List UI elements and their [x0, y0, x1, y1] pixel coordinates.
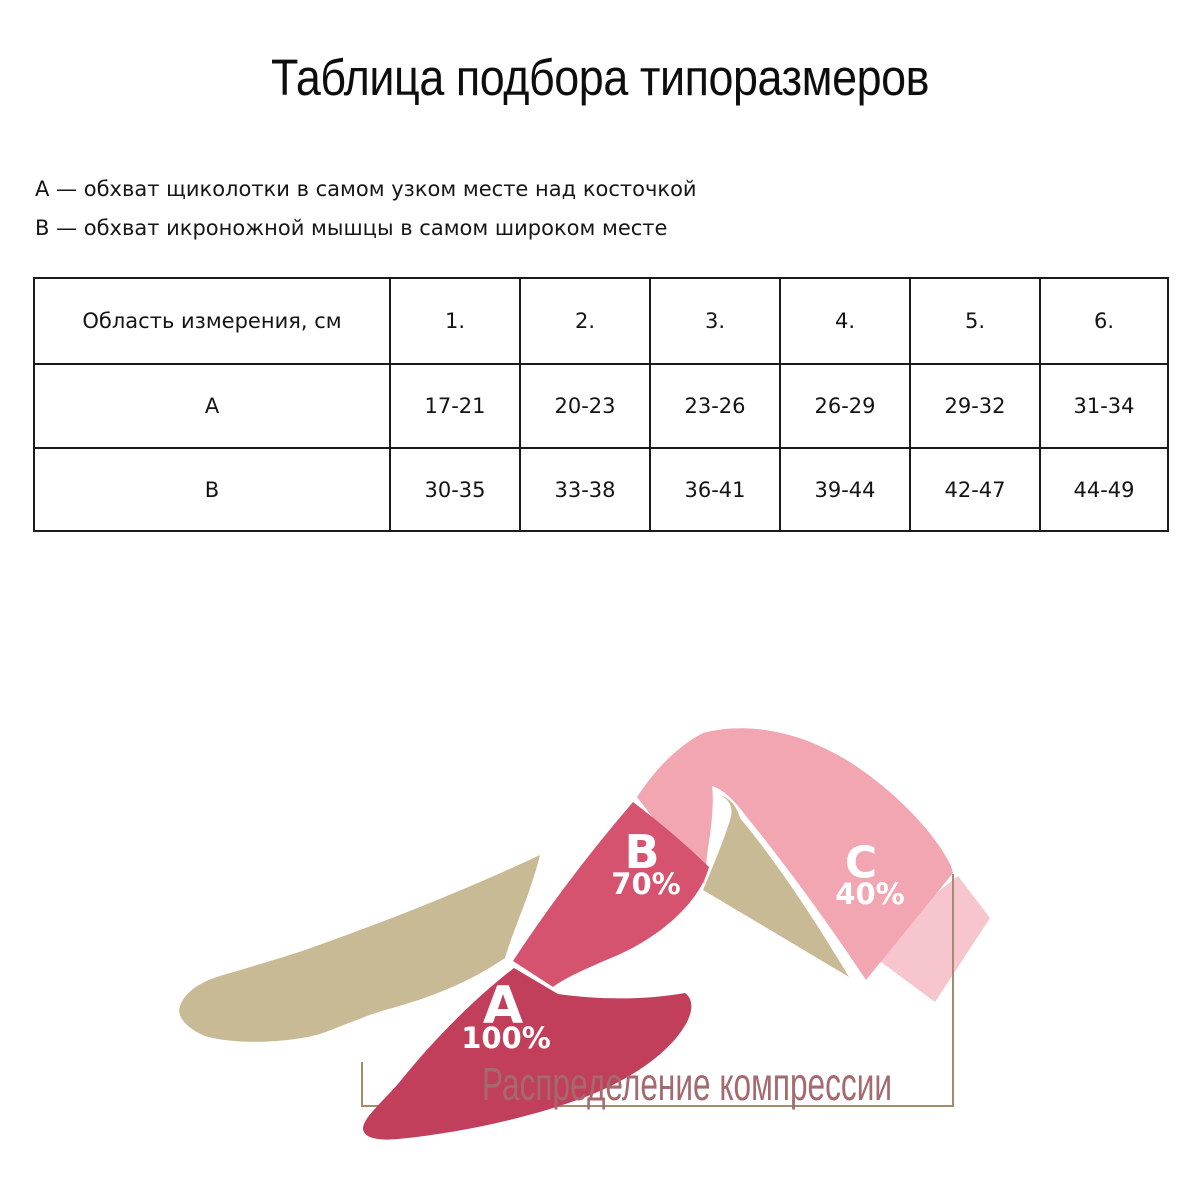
table-header-cell: 1. [389, 277, 521, 365]
zone-a-shape [363, 968, 692, 1140]
table-cell: 44-49 [1039, 447, 1169, 532]
bare-leg-shape [179, 855, 541, 1042]
zone-b-shape [513, 802, 709, 987]
table-cell: 17-21 [389, 363, 521, 449]
table-cell: 31-34 [1039, 363, 1169, 449]
bare-knee-shape [703, 795, 849, 977]
table-cell: 29-32 [909, 363, 1041, 449]
table-cell: 33-38 [519, 447, 651, 532]
table-header-cell: Область измерения, см [33, 277, 391, 365]
row-label: А [33, 363, 391, 449]
table-row: А 17-21 20-23 23-26 26-29 29-32 31-34 [33, 363, 1169, 449]
table-cell: 23-26 [649, 363, 781, 449]
table-header-cell: 2. [519, 277, 651, 365]
table-cell: 42-47 [909, 447, 1041, 532]
table-header-cell: 6. [1039, 277, 1169, 365]
zone-c-percent: 40% [835, 877, 904, 911]
legend: А — обхват щиколотки в самом узком месте… [35, 170, 697, 248]
table-header-cell: 4. [779, 277, 911, 365]
compression-caption: Распределение компрессии [482, 1058, 892, 1110]
table-cell: 30-35 [389, 447, 521, 532]
table-row: В 30-35 33-38 36-41 39-44 42-47 44-49 [33, 447, 1169, 532]
table-header-cell: 5. [909, 277, 1041, 365]
legend-line-b: В — обхват икроножной мышцы в самом широ… [35, 216, 668, 240]
table-header-cell: 3. [649, 277, 781, 365]
zone-c-light-shape [865, 876, 990, 1002]
zone-b-letter: B [624, 825, 659, 879]
table-cell: 26-29 [779, 363, 911, 449]
zone-c-letter: C [845, 838, 877, 889]
size-table: Область измерения, см 1. 2. 3. 4. 5. 6. … [33, 277, 1169, 532]
table-cell: 20-23 [519, 363, 651, 449]
row-label: В [33, 447, 391, 532]
zone-c-shape [637, 728, 953, 980]
zone-a-percent: 100% [461, 1021, 551, 1055]
zone-a-letter: A [483, 976, 523, 1036]
table-header-row: Область измерения, см 1. 2. 3. 4. 5. 6. [33, 277, 1169, 365]
table-cell: 39-44 [779, 447, 911, 532]
legend-line-a: А — обхват щиколотки в самом узком месте… [35, 177, 697, 201]
frame-lines [361, 874, 954, 1107]
table-cell: 36-41 [649, 447, 781, 532]
page-title: Таблица подбора типоразмеров [270, 49, 930, 106]
zone-b-percent: 70% [611, 867, 680, 901]
